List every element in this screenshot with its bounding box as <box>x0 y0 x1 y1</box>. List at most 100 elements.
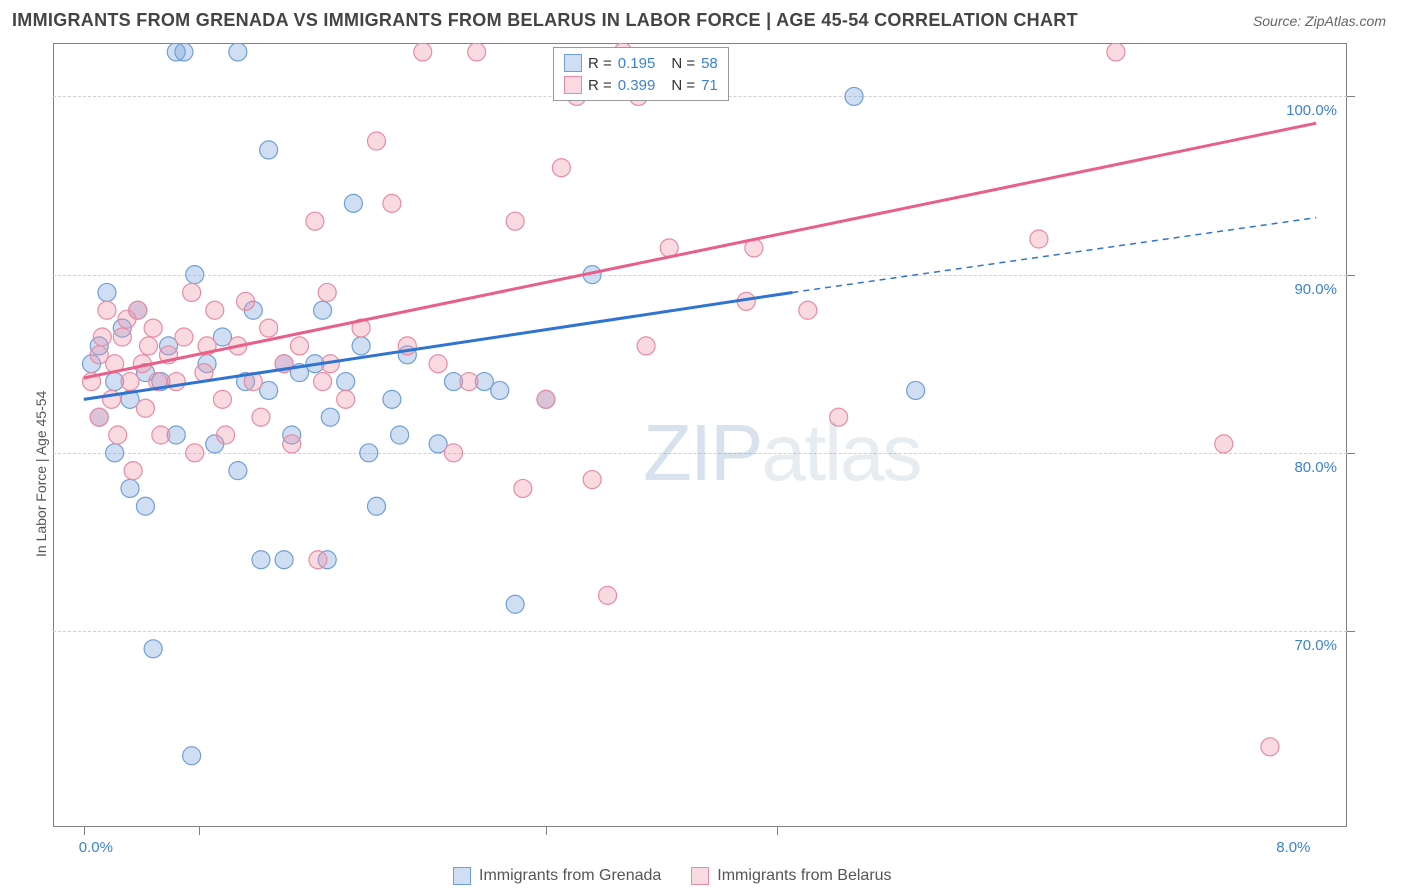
scatter-point <box>213 390 231 408</box>
legend-swatch <box>691 867 709 885</box>
scatter-point <box>290 337 308 355</box>
scatter-point <box>907 381 925 399</box>
scatter-point <box>391 426 409 444</box>
source-label: Source: ZipAtlas.com <box>1253 13 1386 29</box>
scatter-point <box>506 595 524 613</box>
scatter-point <box>1107 43 1125 61</box>
scatter-point <box>552 159 570 177</box>
scatter-point <box>260 141 278 159</box>
legend-label: Immigrants from Grenada <box>479 867 661 885</box>
scatter-point <box>360 444 378 462</box>
scatter-point <box>599 586 617 604</box>
scatter-point <box>637 337 655 355</box>
scatter-point <box>514 479 532 497</box>
scatter-point <box>237 292 255 310</box>
scatter-point <box>186 444 204 462</box>
scatter-point <box>537 390 555 408</box>
scatter-point <box>460 373 478 391</box>
legend-swatch <box>453 867 471 885</box>
scatter-point <box>318 283 336 301</box>
scatter-point <box>229 462 247 480</box>
scatter-point <box>491 381 509 399</box>
scatter-point <box>429 355 447 373</box>
scatter-point <box>98 283 116 301</box>
scatter-point <box>352 337 370 355</box>
scatter-point <box>93 328 111 346</box>
scatter-point <box>445 444 463 462</box>
stat-r-label: R = <box>588 77 612 94</box>
scatter-point <box>1215 435 1233 453</box>
scatter-point <box>206 301 224 319</box>
scatter-point <box>1030 230 1048 248</box>
xtick-label: 0.0% <box>79 839 113 856</box>
scatter-point <box>468 43 486 61</box>
scatter-point <box>799 301 817 319</box>
scatter-point <box>175 43 193 61</box>
scatter-point <box>337 373 355 391</box>
scatter-point <box>252 551 270 569</box>
scatter-point <box>383 194 401 212</box>
scatter-point <box>1261 738 1279 756</box>
header-bar: IMMIGRANTS FROM GRENADA VS IMMIGRANTS FR… <box>0 0 1406 37</box>
scatter-point <box>129 301 147 319</box>
scatter-point <box>106 444 124 462</box>
trend-line <box>84 292 793 399</box>
scatter-point <box>414 43 432 61</box>
scatter-point <box>186 266 204 284</box>
scatter-point <box>337 390 355 408</box>
trend-line <box>84 123 1316 378</box>
scatter-point <box>109 426 127 444</box>
legend-stats-row: R = 0.399 N = 71 <box>564 74 718 96</box>
scatter-point <box>124 462 142 480</box>
scatter-point <box>136 497 154 515</box>
scatter-point <box>152 426 170 444</box>
scatter-point <box>368 132 386 150</box>
xtick-label: 8.0% <box>1276 839 1310 856</box>
scatter-point <box>368 497 386 515</box>
scatter-point <box>121 479 139 497</box>
scatter-point <box>309 551 327 569</box>
chart-title: IMMIGRANTS FROM GRENADA VS IMMIGRANTS FR… <box>12 10 1078 31</box>
scatter-point <box>175 328 193 346</box>
legend-stats-row: R = 0.195 N = 58 <box>564 52 718 74</box>
legend-item: Immigrants from Belarus <box>691 867 891 885</box>
stat-n-label: N = <box>671 55 695 72</box>
scatter-point <box>121 373 139 391</box>
scatter-point <box>845 87 863 105</box>
scatter-point <box>90 408 108 426</box>
stat-n-value: 58 <box>701 55 718 72</box>
legend-stats: R = 0.195 N = 58 R = 0.399 N = 71 <box>553 47 729 101</box>
trend-line-dashed <box>792 218 1316 293</box>
scatter-point <box>113 328 131 346</box>
scatter-point <box>144 319 162 337</box>
chart-container: In Labor Force | Age 45-54 70.0%80.0%90.… <box>13 37 1393 877</box>
legend-swatch <box>564 54 582 72</box>
scatter-point <box>314 373 332 391</box>
scatter-point <box>383 390 401 408</box>
scatter-point <box>506 212 524 230</box>
legend-swatch <box>564 76 582 94</box>
scatter-point <box>275 551 293 569</box>
stat-n-value: 71 <box>701 77 718 94</box>
scatter-point <box>283 435 301 453</box>
scatter-point <box>140 337 158 355</box>
legend-series: Immigrants from Grenada Immigrants from B… <box>453 867 892 885</box>
scatter-point <box>583 471 601 489</box>
stat-r-value: 0.195 <box>618 55 656 72</box>
scatter-point <box>306 212 324 230</box>
scatter-point <box>217 426 235 444</box>
plot-svg <box>13 37 1349 829</box>
scatter-point <box>98 301 116 319</box>
stat-n-label: N = <box>671 77 695 94</box>
scatter-point <box>314 301 332 319</box>
scatter-point <box>183 747 201 765</box>
scatter-point <box>321 408 339 426</box>
scatter-point <box>830 408 848 426</box>
scatter-point <box>136 399 154 417</box>
stat-r-label: R = <box>588 55 612 72</box>
scatter-point <box>344 194 362 212</box>
scatter-point <box>260 319 278 337</box>
scatter-point <box>144 640 162 658</box>
scatter-point <box>183 283 201 301</box>
stat-r-value: 0.399 <box>618 77 656 94</box>
